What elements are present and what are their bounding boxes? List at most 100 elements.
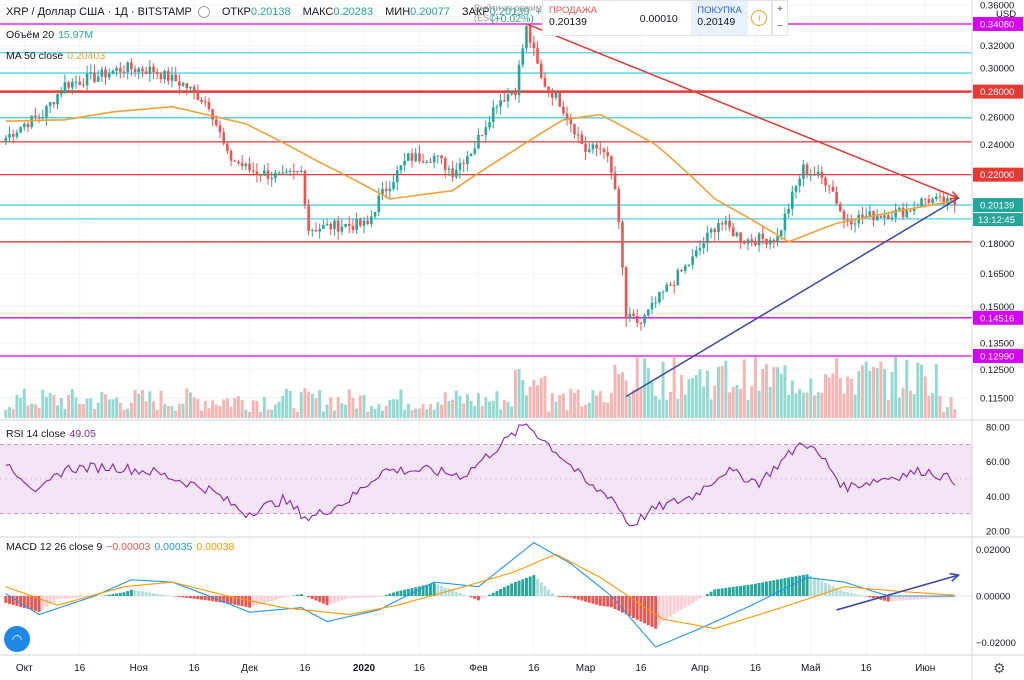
- candle-body: [569, 118, 573, 125]
- volume-bar: [104, 394, 108, 418]
- candle-body: [226, 143, 229, 151]
- candle-body: [868, 211, 872, 216]
- macd-hist-bar: [569, 596, 573, 598]
- macd-hist-bar: [281, 596, 285, 598]
- volume-bar: [809, 378, 813, 418]
- candle-body: [477, 134, 480, 149]
- candle-body: [628, 313, 632, 319]
- volume-bar: [388, 400, 392, 418]
- volume-bar: [174, 410, 178, 418]
- volume-bar: [236, 396, 240, 418]
- currency-label[interactable]: USD: [996, 9, 1017, 20]
- candle-body: [706, 232, 709, 244]
- volume-bar: [255, 400, 259, 418]
- macd-hist-bar: [355, 596, 359, 598]
- candle-body: [499, 100, 502, 107]
- rsi-line: [5, 423, 956, 527]
- candle-body: [170, 74, 174, 81]
- candle-body: [85, 73, 89, 86]
- macd-hist-bar: [225, 596, 229, 604]
- visibility-icon[interactable]: [197, 6, 210, 18]
- volume-bar: [425, 409, 429, 418]
- candle-body: [606, 152, 609, 157]
- volume-bar: [890, 371, 894, 418]
- macd-hist-bar: [37, 596, 41, 612]
- candle-body: [473, 148, 477, 154]
- volume-bar: [211, 400, 215, 418]
- volume-bar: [26, 405, 30, 418]
- macd-hist-bar: [421, 585, 425, 596]
- gear-icon[interactable]: ⚙: [993, 660, 1006, 676]
- volume-bar: [646, 368, 650, 418]
- volume-bar: [384, 405, 388, 418]
- macd-hist-bar: [259, 596, 263, 605]
- candle-body: [447, 168, 451, 170]
- info-button[interactable]: i: [748, 1, 771, 35]
- macd-hist-bar: [661, 596, 665, 621]
- minus-button[interactable]: −: [777, 21, 783, 32]
- change-percent: (+0.02%): [491, 13, 534, 25]
- candle-body: [890, 217, 894, 220]
- volume-bar: [111, 399, 115, 418]
- macd-legend[interactable]: MACD 12 26 close 9 −0.00003 0.00035 0.00038: [6, 541, 234, 553]
- buy-button[interactable]: ПОКУПКА 0.20149: [691, 1, 748, 35]
- macd-hist-bar: [728, 587, 732, 596]
- candle-body: [853, 223, 857, 225]
- macd-hist-bar: [768, 580, 772, 596]
- volume-bar: [536, 385, 540, 418]
- time-axis-label: 16: [750, 663, 762, 674]
- time-axis[interactable]: Окт 16 Ноя 16 Дек 16 2020 16 Фев 16 Мар 16 Апр 16 Май 1…: [16, 663, 935, 674]
- macd-hist-bar: [680, 596, 684, 610]
- candle-body: [148, 66, 152, 74]
- volume-bar: [945, 407, 949, 418]
- candle-body: [750, 239, 753, 242]
- volume-bar: [15, 394, 19, 418]
- symbol-title[interactable]: XRP / Доллар США · 1Д · BITSTAMP: [6, 6, 192, 18]
- candle-body: [115, 68, 118, 71]
- macd-hist-bar: [196, 596, 200, 600]
- candle-body: [779, 230, 783, 237]
- macd-hist-bar: [927, 596, 931, 599]
- macd-hist-bar: [824, 582, 828, 596]
- volume-legend[interactable]: Объём 20 15.97M: [6, 29, 93, 41]
- tradingview-logo-icon[interactable]: ◠: [4, 626, 30, 652]
- volume-bar: [166, 406, 170, 418]
- price-axis[interactable]: 0.36000 0.34080 0.32000 0.30000 0.28000 0.260…: [973, 1, 1023, 649]
- exit-fullscreen-hint[interactable]: Выйти из режима (ESC): [474, 3, 547, 23]
- rsi-axis-label: 80.00: [986, 423, 1010, 434]
- macd-hist-bar: [473, 596, 477, 599]
- macd-hist-bar: [148, 592, 152, 596]
- volume-bar: [672, 356, 676, 418]
- macd-hist-bar: [835, 587, 839, 596]
- volume-bar: [831, 373, 835, 418]
- plus-button[interactable]: +: [777, 4, 783, 15]
- macd-hist-bar: [794, 576, 798, 596]
- candle-body: [285, 171, 288, 173]
- volume-bar: [949, 397, 953, 418]
- quantity-stepper[interactable]: + −: [772, 0, 788, 36]
- candle-body: [665, 284, 669, 292]
- candle-body: [503, 100, 506, 102]
- macd-hist-value: 0.00038: [196, 541, 235, 553]
- ma-legend[interactable]: MA 50 close 0.20403: [6, 50, 105, 62]
- macd-hist-bar: [591, 596, 595, 604]
- rsi-legend[interactable]: RSI 14 close 49.05: [6, 428, 96, 440]
- volume-bar: [565, 409, 569, 418]
- close-label: ЗАКР: [461, 6, 490, 18]
- volume-bar: [676, 398, 680, 418]
- volume-bar: [513, 370, 517, 418]
- price-axis-label: 0.18000: [980, 239, 1014, 250]
- macd-hist-bar: [646, 596, 650, 626]
- candle-body: [303, 170, 307, 205]
- candle-body: [78, 81, 81, 85]
- candle-body: [370, 216, 373, 225]
- volume-bar: [857, 371, 861, 418]
- macd-hist-bar: [107, 594, 111, 596]
- macd-hist-bar: [672, 596, 676, 615]
- volume-bar: [620, 372, 624, 418]
- macd-hist-bar: [657, 596, 661, 625]
- trend-lines[interactable]: [526, 23, 961, 398]
- macd-hist-bar: [170, 596, 174, 597]
- sell-button[interactable]: ПРОДАЖА 0.20139: [543, 1, 626, 35]
